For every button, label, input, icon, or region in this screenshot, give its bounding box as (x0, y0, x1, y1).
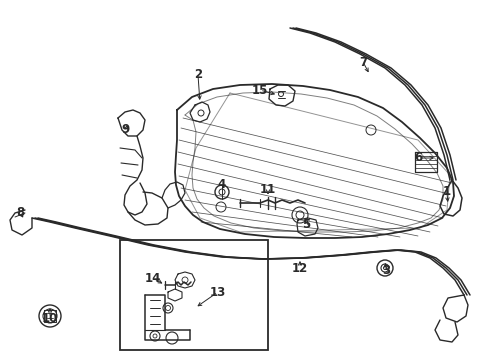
Bar (120, 240, 267, 350)
Text: 6: 6 (413, 152, 421, 165)
Text: 15: 15 (251, 84, 267, 96)
Text: 10: 10 (42, 311, 58, 324)
Text: 5: 5 (301, 219, 309, 231)
Text: 14: 14 (144, 271, 161, 284)
Text: 13: 13 (209, 285, 225, 298)
Text: 1: 1 (442, 185, 450, 198)
Text: 3: 3 (381, 264, 389, 276)
Text: 9: 9 (122, 123, 130, 136)
Text: 2: 2 (194, 68, 202, 81)
Text: 4: 4 (218, 179, 225, 192)
Text: 8: 8 (16, 207, 24, 220)
Text: 12: 12 (291, 261, 307, 274)
Text: 7: 7 (358, 55, 366, 68)
Text: 11: 11 (259, 184, 276, 197)
